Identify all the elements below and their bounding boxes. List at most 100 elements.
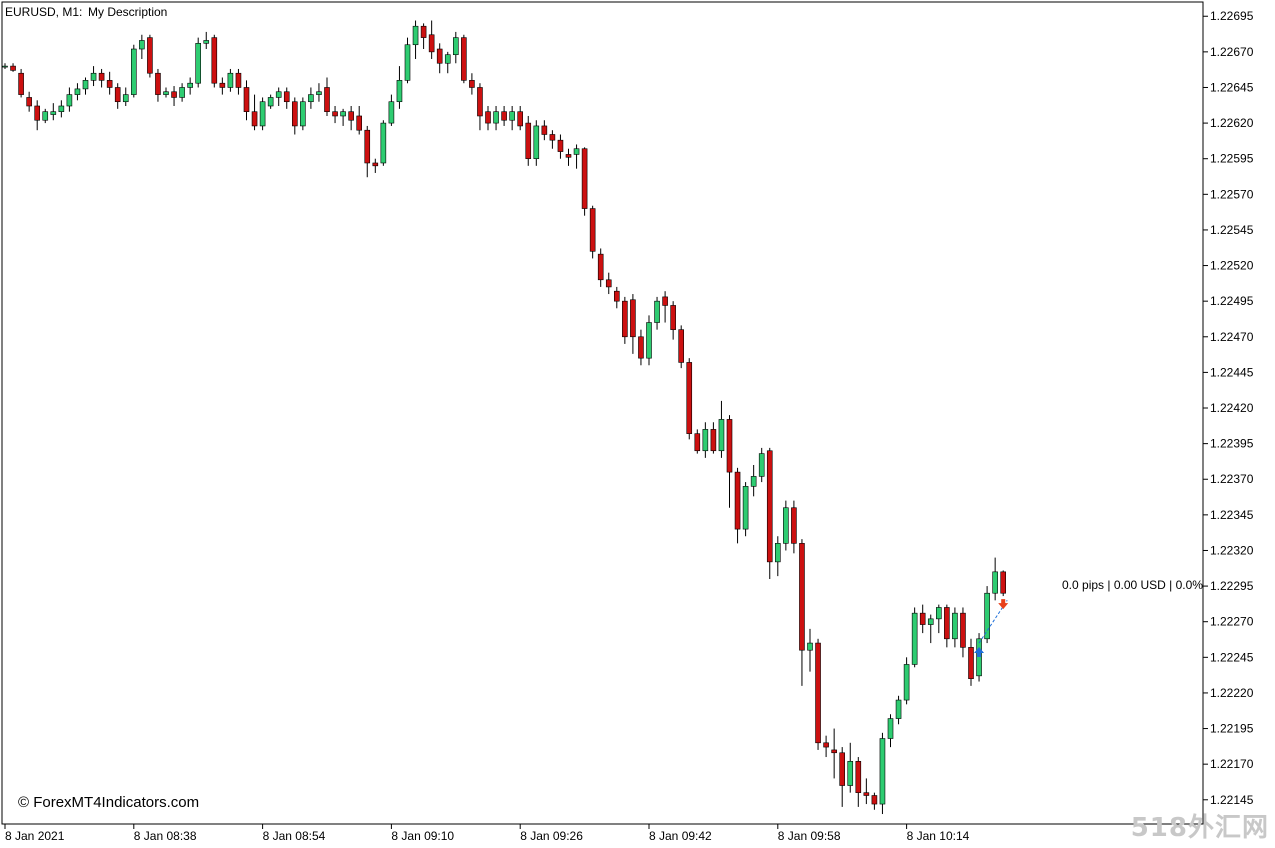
candle: [984, 586, 990, 644]
time-tick-label: 8 Jan 2021: [5, 829, 65, 843]
candle: [774, 536, 781, 577]
candle-body-bull: [90, 72, 97, 81]
candle-body-bear: [863, 792, 870, 796]
candle: [211, 34, 218, 88]
candle-body-bull: [927, 618, 934, 625]
candle: [549, 130, 556, 149]
candle: [308, 87, 314, 109]
candle-body-bull: [139, 40, 145, 50]
candle: [114, 83, 121, 109]
candle: [871, 792, 878, 810]
candle: [50, 103, 57, 121]
candle: [163, 87, 169, 98]
price-tick-label: 1.22295: [1210, 579, 1254, 593]
candle-body-bear: [477, 87, 483, 117]
candle-body-bull: [163, 91, 169, 95]
candle: [155, 68, 161, 102]
candle-body-bull: [50, 111, 57, 115]
candle-body-bear: [766, 450, 773, 563]
candle-body-bull: [493, 111, 499, 124]
candle: [388, 94, 395, 126]
candle-body-bear: [541, 125, 548, 135]
candle: [799, 539, 805, 686]
candle-body-bear: [26, 97, 32, 107]
price-tick-label: 1.22670: [1210, 45, 1254, 59]
candle: [766, 447, 773, 579]
candle-body-bear: [670, 305, 676, 330]
price-tick-label: 1.22345: [1210, 508, 1254, 522]
candle: [509, 105, 515, 131]
candle-body-bull: [380, 122, 387, 164]
candle: [82, 77, 89, 95]
candle-body-bull: [895, 699, 902, 719]
candle-body-bear: [283, 91, 290, 103]
copyright-label: © ForexMT4Indicators.com: [18, 794, 199, 811]
candle-body-bear: [436, 48, 443, 64]
candle-body-bull: [758, 453, 765, 477]
candle-body-bull: [992, 571, 998, 594]
candle-body-bull: [74, 88, 81, 95]
candle: [243, 80, 250, 121]
candle-body-bear: [18, 72, 24, 95]
candle: [396, 66, 403, 109]
price-axis[interactable]: 1.22695 1.22670 1.22645 1.22620 1.22595 1.225…: [1203, 9, 1254, 807]
candle: [525, 115, 532, 166]
candle: [203, 31, 210, 50]
candle: [678, 325, 685, 369]
candle: [251, 94, 258, 131]
candle-body-bear: [799, 543, 805, 651]
candle-body-bear: [581, 148, 588, 209]
price-tick-label: 1.22195: [1210, 722, 1254, 736]
candle: [903, 657, 910, 705]
candle-body-bear: [710, 429, 717, 452]
plot-frame: [1, 1, 1204, 825]
price-tick-label: 1.22645: [1210, 80, 1254, 94]
candle: [919, 604, 926, 634]
candle: [783, 500, 789, 551]
candle: [630, 294, 636, 354]
candle: [380, 120, 387, 166]
candle: [372, 158, 379, 173]
candle: [638, 329, 644, 366]
candle-body-bull: [444, 54, 451, 64]
candle-body-bear: [155, 72, 161, 95]
candle-body-bull: [903, 664, 910, 701]
candle: [235, 68, 242, 95]
candle-body-bear: [364, 129, 371, 164]
time-axis[interactable]: 8 Jan 2021 8 Jan 08:38 8 Jan 08:54 8 Jan 09…: [4, 824, 970, 843]
candle-body-bear: [557, 139, 564, 152]
candle: [34, 100, 41, 131]
candle: [718, 400, 725, 458]
trade-info-label: 0.0 pips | 0.00 USD | 0.0%: [1062, 578, 1203, 592]
candle: [565, 148, 572, 166]
candle: [324, 77, 330, 116]
candle: [275, 87, 282, 106]
candle-body-bear: [960, 612, 966, 648]
candle-body-bear: [919, 612, 926, 625]
candle-body-bear: [944, 607, 950, 640]
candle: [332, 105, 338, 124]
candle-body-bull: [179, 87, 185, 98]
candle-body-bear: [662, 296, 668, 306]
candle: [670, 301, 676, 340]
candle-body-bull: [203, 40, 210, 44]
candle: [557, 134, 564, 159]
candle: [855, 757, 862, 807]
buy-arrow-icon[interactable]: [974, 647, 985, 658]
candle: [10, 63, 16, 72]
candle-body-bull: [340, 111, 346, 117]
candle-body-bear: [106, 80, 113, 88]
candle-body-bull: [984, 592, 990, 640]
candle-body-bear: [638, 336, 644, 359]
watermark-logo: 518外汇网: [1130, 813, 1269, 843]
candle-body-bull: [259, 101, 266, 127]
candle: [726, 415, 733, 508]
candle: [742, 482, 749, 537]
candle: [694, 429, 701, 454]
sell-arrow-icon[interactable]: [998, 599, 1009, 610]
candle-body-bear: [98, 72, 105, 81]
candle-body-bull: [396, 80, 403, 103]
candle-body-bear: [525, 122, 532, 160]
